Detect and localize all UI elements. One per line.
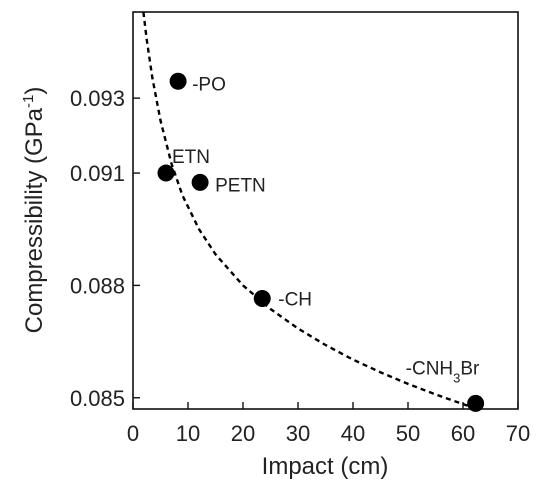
- y-tick-label: 0.093: [70, 86, 125, 111]
- y-tick-label: 0.088: [70, 273, 125, 298]
- x-tick-label: 10: [176, 421, 200, 446]
- data-point: [191, 173, 209, 191]
- data-point: [157, 164, 175, 182]
- x-axis-label: Impact (cm): [262, 453, 389, 480]
- point-label: PETN: [215, 175, 266, 196]
- plot-frame: [132, 11, 519, 410]
- point-label: -CNH3Br: [406, 358, 480, 385]
- y-axis: 0.085 0.088 0.091 0.093: [70, 86, 140, 411]
- fit-curve-line: [142, 11, 478, 410]
- x-tick-label: 50: [396, 421, 420, 446]
- y-axis-label: Compressibility (GPa-1): [20, 87, 48, 334]
- point-label-text: PETN: [215, 175, 266, 196]
- x-tick-label: 40: [341, 421, 365, 446]
- y-axis-label-close: ): [21, 87, 48, 95]
- y-tick-label: 0.091: [70, 161, 125, 186]
- x-tick-label: 0: [127, 421, 139, 446]
- data-point: [169, 72, 187, 90]
- point-label: ETN: [172, 147, 210, 168]
- data-point: [467, 394, 485, 412]
- y-tick-label: 0.085: [70, 386, 125, 411]
- point-label: -PO: [192, 74, 226, 95]
- point-label: -CH: [278, 290, 312, 311]
- x-tick-label: 20: [231, 421, 255, 446]
- x-tick-label: 60: [451, 421, 475, 446]
- point-label-text: -PO: [192, 74, 226, 95]
- y-axis-label-sup: -1: [20, 95, 37, 108]
- point-label-text: ETN: [172, 147, 210, 168]
- point-label-text: -CH: [278, 290, 312, 311]
- y-axis-label-main: Compressibility (GPa: [21, 107, 48, 333]
- x-tick-label: 70: [506, 421, 530, 446]
- point-label-text: -CNH: [406, 358, 454, 379]
- x-axis: 0 10 20 30 40 50 60 70: [127, 402, 530, 446]
- data-points: [157, 72, 485, 412]
- point-label-subscript: 3: [453, 370, 460, 385]
- data-point: [253, 290, 271, 308]
- point-label-tail: Br: [460, 358, 480, 379]
- x-tick-label: 30: [286, 421, 310, 446]
